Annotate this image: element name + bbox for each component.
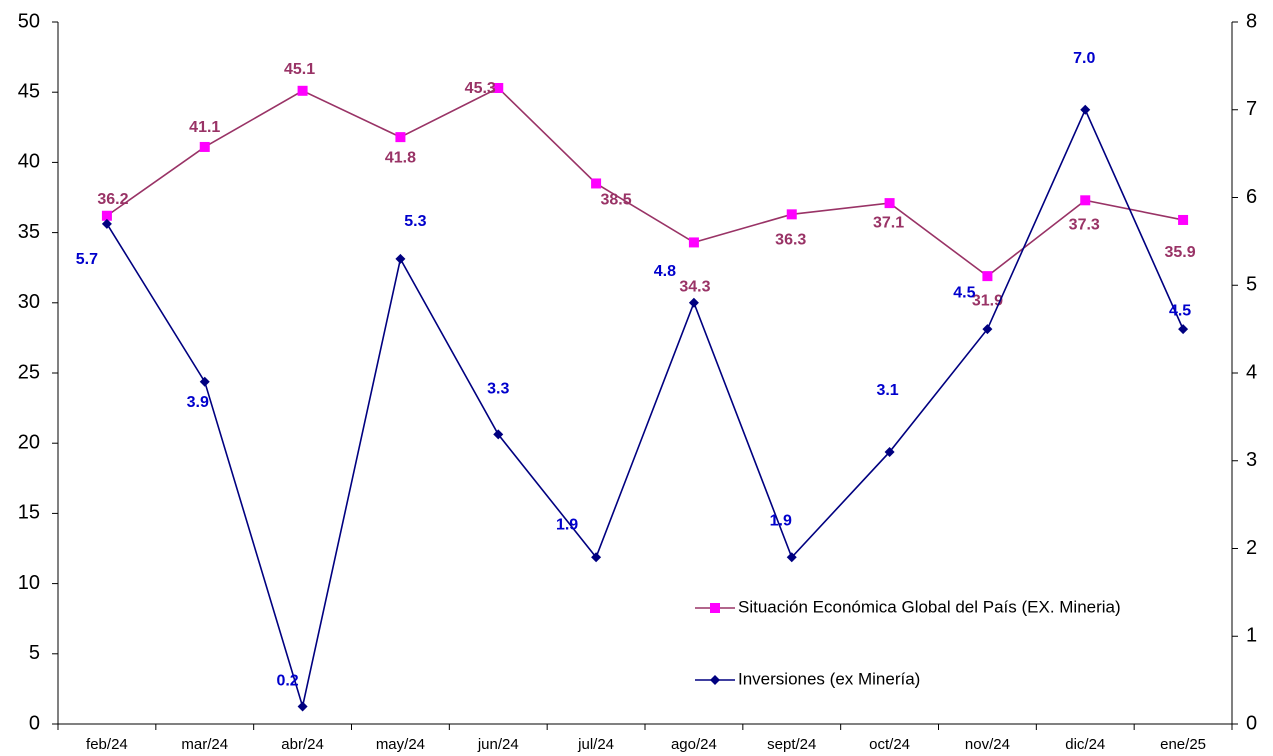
data-point [395, 253, 406, 264]
y2-tick-label: 2 [1246, 537, 1257, 559]
data-point [591, 178, 602, 189]
data-label: 3.9 [187, 394, 209, 411]
data-point [297, 85, 308, 96]
data-point [688, 237, 699, 248]
y-tick-label: 20 [18, 431, 40, 453]
data-label: 1.9 [770, 512, 792, 529]
x-tick-label: oct/24 [869, 736, 910, 753]
x-tick-label: ago/24 [671, 736, 717, 753]
data-label: 34.3 [679, 279, 710, 296]
y-tick-label: 0 [29, 712, 40, 734]
data-label: 4.5 [953, 284, 975, 301]
data-point [884, 198, 895, 209]
data-label: 4.8 [654, 263, 676, 280]
legend-label: Situación Económica Global del País (EX.… [738, 597, 1121, 616]
x-tick-label: jul/24 [577, 736, 614, 753]
data-point [101, 218, 112, 229]
x-tick-label: feb/24 [86, 736, 128, 753]
data-label: 41.8 [385, 149, 416, 166]
x-tick-label: ene/25 [1160, 736, 1206, 753]
data-label: 5.3 [404, 213, 426, 230]
data-point [297, 701, 308, 712]
data-point [199, 141, 210, 152]
data-label: 41.1 [189, 119, 220, 136]
data-label: 36.3 [775, 232, 806, 249]
y2-tick-label: 1 [1246, 625, 1257, 647]
data-point [786, 209, 797, 220]
data-point [1080, 104, 1091, 115]
data-label: 45.3 [465, 80, 496, 97]
x-tick-label: may/24 [376, 736, 425, 753]
data-label: 38.5 [601, 192, 632, 209]
y-tick-label: 25 [18, 361, 40, 383]
data-label: 3.1 [876, 382, 898, 399]
x-tick-label: abr/24 [281, 736, 324, 753]
y2-tick-label: 5 [1246, 274, 1257, 296]
x-tick-label: jun/24 [477, 736, 519, 753]
x-tick-label: mar/24 [181, 736, 228, 753]
y-tick-label: 30 [18, 291, 40, 313]
data-point [884, 446, 895, 457]
data-point [688, 297, 699, 308]
data-label: 36.2 [97, 191, 128, 208]
data-point [591, 552, 602, 563]
data-label: 3.3 [487, 381, 509, 398]
y2-tick-label: 6 [1246, 186, 1257, 208]
y-tick-label: 35 [18, 221, 40, 243]
data-point [982, 324, 993, 335]
data-point [199, 376, 210, 387]
x-tick-label: nov/24 [965, 736, 1010, 753]
data-point [101, 210, 112, 221]
legend-label: Inversiones (ex Minería) [738, 669, 920, 688]
series-line [106, 107, 1184, 710]
y-tick-label: 40 [18, 151, 40, 173]
series-line [106, 87, 1184, 278]
data-label: 5.7 [76, 251, 98, 268]
data-label: 37.3 [1069, 217, 1100, 234]
data-point [493, 429, 504, 440]
data-label: 7.0 [1073, 50, 1095, 67]
data-point [982, 271, 993, 282]
data-point [395, 132, 406, 143]
data-label: 45.1 [284, 61, 315, 78]
y-tick-label: 5 [29, 642, 40, 664]
data-label: 35.9 [1165, 244, 1196, 261]
data-label: 1.9 [556, 516, 578, 533]
data-point [1178, 324, 1189, 335]
y2-tick-label: 4 [1246, 361, 1257, 383]
y2-tick-label: 8 [1246, 10, 1257, 32]
x-tick-label: dic/24 [1065, 736, 1105, 753]
data-label: 0.2 [276, 673, 298, 690]
y2-tick-label: 0 [1246, 712, 1257, 734]
data-point [1080, 195, 1091, 206]
x-tick-label: sept/24 [767, 736, 816, 753]
data-label: 31.9 [972, 292, 1003, 309]
legend-marker [710, 675, 720, 685]
y-tick-label: 10 [18, 572, 40, 594]
y-tick-label: 45 [18, 80, 40, 102]
y-tick-label: 50 [18, 10, 40, 32]
y2-tick-label: 7 [1246, 98, 1257, 120]
y-tick-label: 15 [18, 502, 40, 524]
data-point [786, 552, 797, 563]
y2-tick-label: 3 [1246, 449, 1257, 471]
data-point [493, 82, 504, 93]
data-label: 4.5 [1169, 302, 1191, 319]
data-label: 37.1 [873, 214, 904, 231]
data-point [1178, 214, 1189, 225]
legend-marker [710, 603, 720, 613]
